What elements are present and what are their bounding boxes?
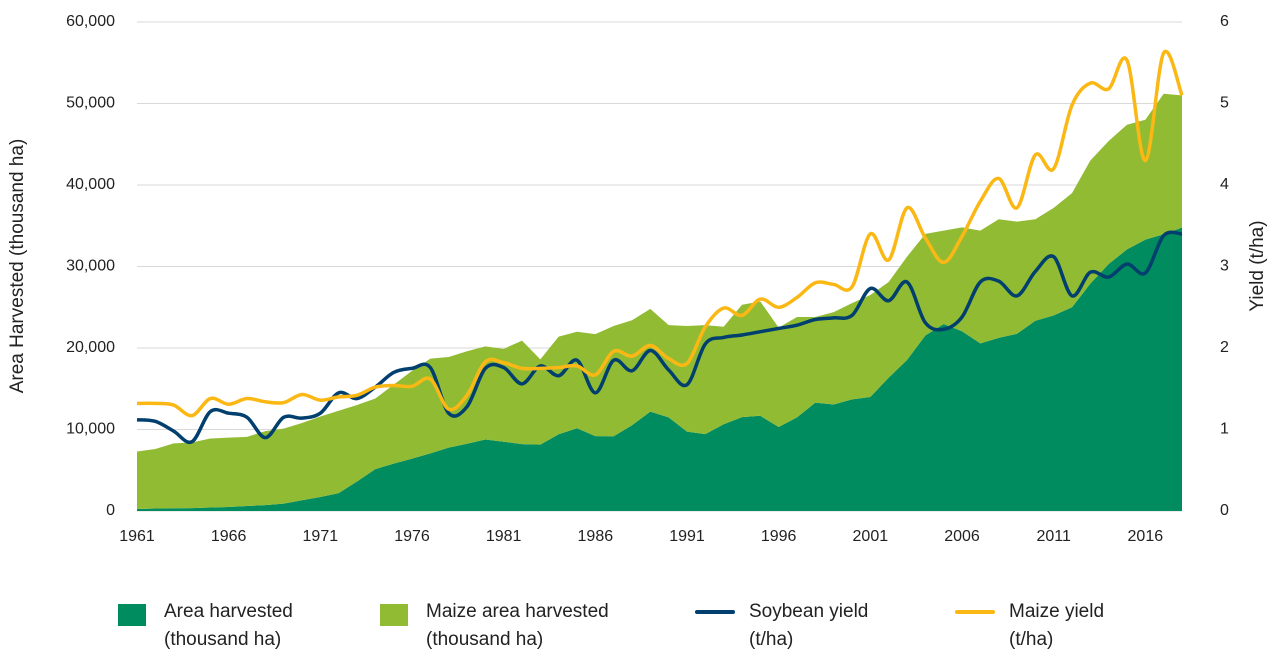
legend: Area harvested (thousand ha) Maize area h… <box>0 598 1273 666</box>
x-tick-label: 2001 <box>853 528 889 545</box>
legend-swatch <box>955 610 995 614</box>
x-tick-label: 1966 <box>211 528 247 545</box>
legend-label: Soybean yield (t/ha) <box>749 601 869 650</box>
y-tick-label: 30,000 <box>66 258 115 275</box>
x-tick-label: 1986 <box>578 528 614 545</box>
y-axis-label: Area Harvested (thousand ha) <box>7 139 28 394</box>
legend-label: Area harvested (thousand ha) <box>164 601 293 650</box>
x-tick-label: 2016 <box>1128 528 1164 545</box>
y-tick-label: 0 <box>106 502 115 519</box>
x-tick-label: 1991 <box>669 528 705 545</box>
y2-tick-label: 2 <box>1220 339 1229 356</box>
y2-tick-label: 3 <box>1220 258 1229 275</box>
y2-tick-label: 6 <box>1220 13 1229 30</box>
y-tick-label: 60,000 <box>66 13 115 30</box>
y-tick-label: 10,000 <box>66 421 115 438</box>
legend-swatch <box>118 604 146 626</box>
chart: Area Harvested (thousand ha) Yield (t/ha… <box>7 13 1268 545</box>
y-tick-label: 20,000 <box>66 339 115 356</box>
x-tick-label: 1976 <box>394 528 430 545</box>
x-tick-label: 1981 <box>486 528 522 545</box>
y-tick-label: 50,000 <box>66 95 115 112</box>
y2-tick-label: 0 <box>1220 502 1229 519</box>
y2-tick-label: 5 <box>1220 95 1229 112</box>
y-tick-label: 40,000 <box>66 176 115 193</box>
y2-axis-label: Yield (t/ha) <box>1247 220 1268 311</box>
x-tick-label: 1971 <box>303 528 339 545</box>
x-tick-label: 1961 <box>119 528 155 545</box>
line <box>136 230 1183 445</box>
x-tick-label: 1996 <box>761 528 797 545</box>
legend-swatch <box>695 610 735 614</box>
line <box>136 49 1184 418</box>
area <box>137 93 1182 510</box>
x-tick-label: 2011 <box>1036 528 1071 545</box>
legend-label: Maize area harvested (thousand ha) <box>426 601 609 650</box>
x-tick-label: 2006 <box>944 528 980 545</box>
y2-tick-label: 4 <box>1220 176 1229 193</box>
legend-swatch <box>380 604 408 626</box>
area <box>137 227 1182 511</box>
legend-label: Maize yield (t/ha) <box>1009 601 1105 650</box>
y2-tick-label: 1 <box>1220 421 1229 438</box>
